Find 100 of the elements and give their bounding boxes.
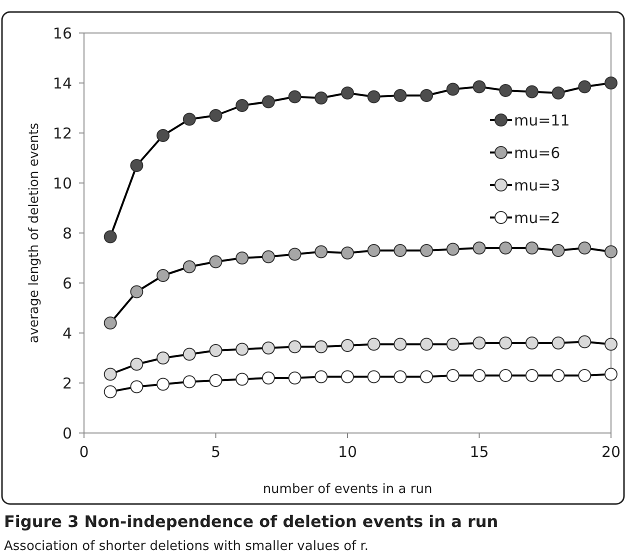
point	[236, 252, 249, 264]
point	[156, 352, 170, 364]
point	[236, 99, 249, 112]
point	[552, 336, 565, 350]
point	[209, 374, 222, 387]
point	[341, 339, 354, 352]
point	[446, 82, 460, 96]
point	[394, 338, 407, 351]
legend-label: mu=11	[514, 111, 570, 130]
legend-label: mu=2	[514, 208, 560, 227]
point	[262, 250, 275, 264]
legend-label: mu=3	[514, 176, 560, 194]
point	[394, 89, 407, 102]
point	[209, 255, 222, 268]
point	[314, 340, 328, 354]
y-tick-label: 2	[62, 374, 72, 392]
point	[341, 246, 354, 260]
x-tick-label: 0	[79, 443, 89, 461]
point	[288, 248, 302, 261]
x-axis-title: number of events in a run	[262, 482, 432, 497]
point	[499, 336, 512, 350]
point	[314, 370, 328, 384]
point	[130, 159, 144, 172]
point	[288, 372, 302, 384]
y-tick-label: 10	[52, 174, 72, 192]
point	[420, 338, 434, 351]
point	[578, 369, 592, 382]
point	[130, 285, 144, 298]
point	[604, 76, 618, 90]
point	[314, 92, 328, 104]
y-axis-title: average length of deletion events	[27, 122, 42, 344]
point	[130, 380, 144, 394]
point	[262, 372, 275, 384]
text: Association of shorter deletions with smaller values of r.	[4, 539, 369, 554]
point	[182, 260, 196, 274]
point	[367, 338, 380, 351]
point	[446, 242, 460, 256]
point	[525, 369, 538, 382]
point	[472, 80, 486, 94]
y-tick-label: 14	[52, 74, 72, 92]
point	[604, 368, 618, 381]
point	[156, 269, 170, 282]
point	[182, 375, 196, 388]
y-tick-label: 6	[62, 274, 72, 292]
y-tick-label: 0	[62, 424, 72, 442]
y-tick-label: 4	[62, 324, 72, 342]
point	[341, 86, 354, 100]
point	[578, 80, 592, 94]
point	[236, 372, 249, 386]
point	[288, 340, 302, 354]
point	[367, 244, 380, 257]
point	[236, 342, 249, 356]
point	[420, 370, 434, 384]
y-tick-label: 16	[52, 24, 72, 42]
text: Figure 3 Non-independence of deletion events in a run	[4, 512, 498, 531]
y-tick-label: 8	[62, 224, 72, 242]
point	[578, 335, 592, 348]
point	[499, 369, 512, 382]
point	[182, 348, 196, 361]
point	[104, 230, 117, 244]
point	[552, 86, 565, 100]
point	[552, 369, 565, 382]
point	[446, 369, 460, 382]
point	[604, 245, 618, 258]
point	[552, 244, 565, 257]
x-tick-label: 5	[210, 443, 221, 461]
legend-label: mu=6	[514, 144, 560, 162]
point	[104, 316, 117, 330]
point	[499, 84, 512, 97]
point	[394, 370, 407, 384]
point	[314, 245, 328, 258]
x-tick-label: 10	[338, 443, 358, 461]
point	[209, 109, 222, 122]
point	[472, 369, 486, 382]
point	[341, 370, 354, 384]
point	[499, 242, 512, 254]
point	[104, 368, 117, 381]
point	[525, 242, 538, 254]
point	[262, 95, 275, 108]
point	[472, 242, 486, 254]
point	[420, 89, 434, 102]
x-tick-label: 20	[601, 443, 621, 461]
point	[367, 90, 380, 104]
point	[288, 90, 302, 104]
point	[156, 378, 170, 391]
point	[420, 244, 434, 257]
point	[525, 85, 538, 98]
point	[394, 244, 407, 257]
point	[182, 112, 196, 126]
point	[446, 338, 460, 351]
point	[156, 129, 170, 142]
y-tick-label: 12	[52, 124, 72, 142]
point	[130, 358, 144, 371]
point	[262, 342, 275, 354]
point	[472, 336, 486, 350]
point	[104, 385, 117, 398]
point	[604, 338, 618, 351]
point	[578, 242, 592, 254]
point	[209, 344, 222, 357]
point	[525, 336, 538, 350]
